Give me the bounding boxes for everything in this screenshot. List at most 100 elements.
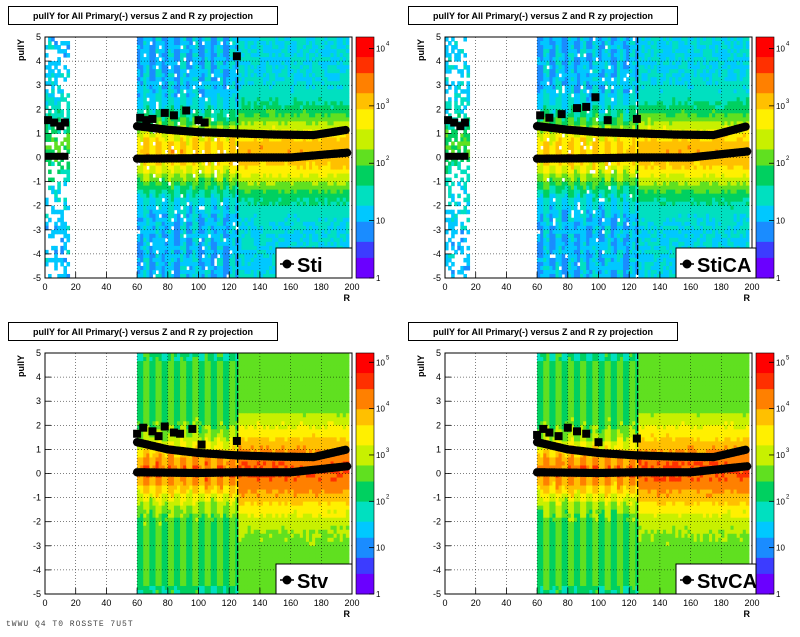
heatmap-cell	[241, 145, 245, 150]
heatmap-cell	[220, 206, 224, 211]
heatmap-cell	[229, 182, 233, 187]
heatmap-cell	[66, 101, 70, 106]
heatmap-cell	[297, 45, 301, 50]
heatmap-cell	[199, 97, 203, 102]
heatmap-cell	[223, 45, 227, 50]
heatmap-cell	[143, 250, 147, 255]
heatmap-cell	[269, 238, 273, 243]
heatmap-cell	[174, 182, 178, 187]
heatmap-cell	[460, 270, 464, 275]
heatmap-cell	[254, 41, 258, 46]
heatmap-cell	[281, 53, 285, 58]
heatmap-cell	[245, 198, 249, 203]
heatmap-cell	[537, 254, 541, 259]
heatmap-cell	[254, 53, 258, 58]
heatmap-cell	[309, 97, 313, 102]
heatmap-cell	[294, 234, 298, 239]
heatmap-cell	[445, 145, 449, 150]
heatmap-cell	[192, 210, 196, 215]
heatmap-cell	[266, 101, 270, 106]
heatmap-cell	[284, 218, 288, 223]
heatmap-cell	[343, 93, 347, 98]
heatmap-cell	[346, 73, 350, 78]
heatmap-cell	[291, 85, 295, 90]
heatmap-cell	[214, 206, 218, 211]
heatmap-cell	[241, 93, 245, 98]
heatmap-cell	[229, 77, 233, 82]
heatmap-cell	[241, 69, 245, 74]
heatmap-cell	[346, 53, 350, 58]
heatmap-cell	[263, 73, 267, 78]
heatmap-cell	[149, 65, 153, 70]
heatmap-cell	[312, 222, 316, 227]
heatmap-cell	[248, 270, 252, 275]
heatmap-cell	[156, 141, 160, 146]
profile-marker	[51, 153, 58, 160]
heatmap-cell	[454, 65, 458, 70]
heatmap-cell	[241, 125, 245, 130]
heatmap-cell	[334, 182, 338, 187]
heatmap-cell	[251, 218, 255, 223]
heatmap-cell	[180, 238, 184, 243]
heatmap-cell	[214, 218, 218, 223]
heatmap-cell	[177, 77, 181, 82]
heatmap-cell	[463, 97, 467, 102]
heatmap-cell	[331, 218, 335, 223]
heatmap-cell	[466, 266, 470, 271]
heatmap-cell	[251, 41, 255, 46]
heatmap-cell	[162, 149, 166, 154]
heatmap-cell	[165, 234, 169, 239]
heatmap-cell	[152, 254, 156, 259]
heatmap-cell	[146, 109, 150, 114]
heatmap-cell	[143, 254, 147, 259]
heatmap-cell	[54, 254, 58, 259]
heatmap-cell	[303, 194, 307, 199]
heatmap-cell	[284, 149, 288, 154]
heatmap-cell	[238, 270, 242, 275]
heatmap-cell	[278, 230, 282, 235]
heatmap-cell	[306, 73, 310, 78]
heatmap-cell	[248, 101, 252, 106]
heatmap-cell	[275, 141, 279, 146]
heatmap-cell	[291, 210, 295, 215]
heatmap-cell	[229, 61, 233, 66]
heatmap-cell	[309, 234, 313, 239]
heatmap-cell	[162, 77, 166, 82]
heatmap-cell	[257, 206, 261, 211]
heatmap-cell	[269, 258, 273, 263]
heatmap-cell	[272, 141, 276, 146]
heatmap-cell	[315, 206, 319, 211]
heatmap-cell	[140, 234, 144, 239]
heatmap-cell	[260, 85, 264, 90]
heatmap-cell	[189, 262, 193, 267]
heatmap-cell	[220, 214, 224, 219]
heatmap-cell	[192, 137, 196, 142]
heatmap-cell	[66, 73, 70, 78]
heatmap-cell	[241, 206, 245, 211]
heatmap-cell	[241, 149, 245, 154]
heatmap-cell	[275, 178, 279, 183]
heatmap-cell	[146, 137, 150, 142]
heatmap-cell	[137, 101, 141, 106]
heatmap-cell	[208, 109, 212, 114]
heatmap-cell	[214, 190, 218, 195]
heatmap-cell	[340, 162, 344, 167]
heatmap-cell	[241, 141, 245, 146]
heatmap-cell	[248, 218, 252, 223]
heatmap-cell	[315, 174, 319, 179]
heatmap-cell	[321, 222, 325, 227]
heatmap-cell	[315, 53, 319, 58]
heatmap-cell	[331, 41, 335, 46]
heatmap-cell	[334, 113, 338, 118]
heatmap-cell	[171, 53, 175, 58]
heatmap-cell	[241, 242, 245, 247]
profile-marker	[182, 107, 190, 115]
heatmap-cell	[202, 89, 206, 94]
heatmap-cell	[445, 166, 449, 171]
heatmap-cell	[177, 218, 181, 223]
heatmap-cell	[66, 162, 70, 167]
heatmap-cell	[168, 234, 172, 239]
heatmap-cell	[192, 206, 196, 211]
heatmap-cell	[217, 145, 221, 150]
heatmap-cell	[202, 141, 206, 146]
